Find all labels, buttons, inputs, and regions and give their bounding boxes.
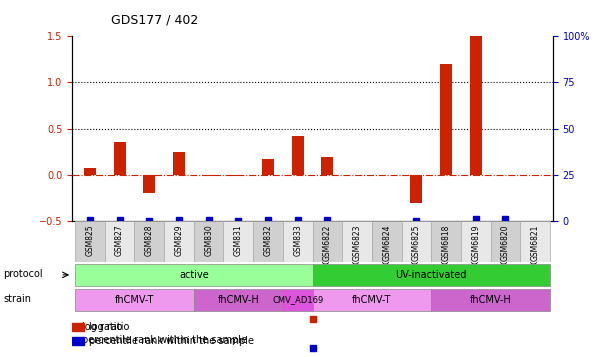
- Text: GSM6819: GSM6819: [471, 225, 480, 261]
- FancyBboxPatch shape: [75, 263, 313, 286]
- Text: active: active: [179, 270, 209, 280]
- Text: GSM831: GSM831: [234, 225, 243, 256]
- Text: CMV_AD169: CMV_AD169: [272, 295, 323, 305]
- FancyBboxPatch shape: [490, 221, 520, 262]
- Text: protocol: protocol: [3, 269, 43, 279]
- FancyBboxPatch shape: [135, 221, 164, 262]
- Text: GSM829: GSM829: [174, 225, 183, 256]
- FancyBboxPatch shape: [253, 221, 283, 262]
- Text: GSM6823: GSM6823: [353, 225, 362, 261]
- FancyBboxPatch shape: [194, 288, 283, 311]
- Bar: [322, 157, 334, 175]
- FancyBboxPatch shape: [401, 221, 432, 262]
- FancyBboxPatch shape: [283, 221, 313, 262]
- FancyBboxPatch shape: [432, 221, 461, 262]
- Text: fhCMV-T: fhCMV-T: [115, 295, 154, 305]
- Text: GSM828: GSM828: [145, 223, 154, 258]
- Text: GSM6825: GSM6825: [412, 223, 421, 263]
- FancyBboxPatch shape: [75, 288, 194, 311]
- FancyBboxPatch shape: [313, 263, 550, 286]
- Text: GSM6818: GSM6818: [442, 223, 451, 264]
- Bar: [203, 175, 215, 176]
- Text: GSM6824: GSM6824: [382, 223, 391, 263]
- FancyBboxPatch shape: [520, 221, 550, 262]
- Text: GSM6818: GSM6818: [442, 225, 451, 261]
- Text: GSM827: GSM827: [115, 223, 124, 258]
- Text: GSM6824: GSM6824: [382, 225, 391, 261]
- Text: GSM828: GSM828: [145, 225, 154, 256]
- Bar: [262, 159, 274, 175]
- Text: GSM832: GSM832: [263, 225, 272, 256]
- Text: GSM829: GSM829: [174, 223, 183, 258]
- Text: GSM6823: GSM6823: [353, 223, 362, 264]
- FancyBboxPatch shape: [432, 288, 550, 311]
- FancyBboxPatch shape: [313, 221, 342, 262]
- Bar: [173, 152, 185, 175]
- Text: GSM825: GSM825: [85, 223, 94, 258]
- Text: GSM831: GSM831: [234, 223, 243, 258]
- Text: fhCMV-T: fhCMV-T: [352, 295, 392, 305]
- Text: GSM6821: GSM6821: [531, 225, 540, 261]
- Text: GSM6825: GSM6825: [412, 225, 421, 261]
- FancyBboxPatch shape: [342, 221, 372, 262]
- FancyBboxPatch shape: [283, 288, 313, 311]
- FancyBboxPatch shape: [313, 288, 432, 311]
- FancyBboxPatch shape: [164, 221, 194, 262]
- Bar: [72, 337, 84, 345]
- Bar: [72, 323, 84, 331]
- FancyBboxPatch shape: [194, 221, 224, 262]
- Text: GSM6820: GSM6820: [501, 223, 510, 263]
- Bar: [470, 36, 481, 175]
- Text: UV-inactivated: UV-inactivated: [395, 270, 467, 280]
- Text: percentile rank within the sample: percentile rank within the sample: [89, 336, 254, 346]
- Bar: [291, 136, 304, 175]
- Text: GSM6822: GSM6822: [323, 225, 332, 261]
- Text: log ratio: log ratio: [82, 322, 122, 332]
- FancyBboxPatch shape: [105, 221, 135, 262]
- Text: GSM830: GSM830: [204, 223, 213, 258]
- Bar: [84, 169, 96, 175]
- Text: GSM825: GSM825: [85, 225, 94, 256]
- Text: fhCMV-H: fhCMV-H: [218, 295, 259, 305]
- Bar: [410, 175, 423, 203]
- Text: GDS177 / 402: GDS177 / 402: [111, 14, 198, 27]
- Text: GSM6821: GSM6821: [531, 223, 540, 263]
- Bar: [440, 64, 452, 175]
- Text: GSM6820: GSM6820: [501, 225, 510, 261]
- Text: GSM827: GSM827: [115, 225, 124, 256]
- Text: GSM830: GSM830: [204, 225, 213, 256]
- FancyBboxPatch shape: [372, 221, 401, 262]
- Text: percentile rank within the sample: percentile rank within the sample: [82, 335, 247, 345]
- Bar: [233, 175, 244, 176]
- Text: GSM833: GSM833: [293, 223, 302, 258]
- FancyBboxPatch shape: [75, 221, 105, 262]
- Text: log ratio: log ratio: [89, 322, 129, 332]
- FancyBboxPatch shape: [461, 221, 490, 262]
- Bar: [144, 175, 155, 193]
- Bar: [114, 142, 126, 175]
- Text: GSM6819: GSM6819: [471, 223, 480, 263]
- FancyBboxPatch shape: [224, 221, 253, 262]
- Text: GSM6822: GSM6822: [323, 223, 332, 263]
- Text: fhCMV-H: fhCMV-H: [470, 295, 511, 305]
- Text: strain: strain: [3, 294, 31, 304]
- Text: GSM832: GSM832: [263, 223, 272, 258]
- Text: GSM833: GSM833: [293, 225, 302, 256]
